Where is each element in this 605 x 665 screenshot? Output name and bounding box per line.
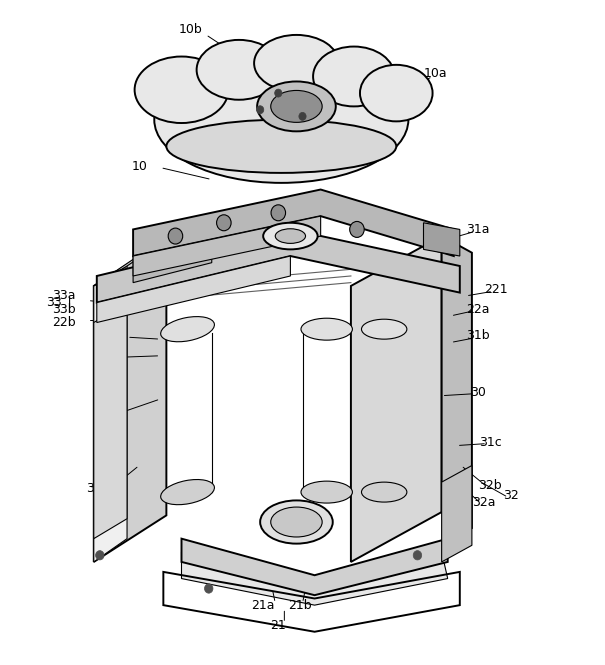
Ellipse shape [134,57,229,123]
Circle shape [168,228,183,244]
Polygon shape [351,236,442,562]
Ellipse shape [275,229,306,243]
Text: 22a: 22a [466,303,489,316]
Polygon shape [94,266,127,562]
Text: 21b: 21b [287,598,312,612]
Text: 21: 21 [270,618,286,632]
Circle shape [271,205,286,221]
Text: 22: 22 [110,329,126,342]
Text: 31a: 31a [466,223,489,236]
Text: 32a: 32a [473,495,495,509]
Polygon shape [97,256,290,323]
Circle shape [275,89,282,97]
Text: 22b: 22b [51,316,76,329]
Text: 30: 30 [470,386,486,399]
Ellipse shape [271,90,322,122]
Circle shape [299,112,306,120]
Ellipse shape [257,82,336,132]
Ellipse shape [161,479,214,505]
Text: 23: 23 [98,349,114,362]
Ellipse shape [197,40,281,100]
Ellipse shape [154,57,408,183]
Polygon shape [442,236,472,529]
Polygon shape [94,239,166,562]
Text: 32: 32 [503,489,519,502]
Ellipse shape [254,35,339,92]
Circle shape [96,551,104,560]
Ellipse shape [166,120,396,173]
Ellipse shape [161,317,214,342]
Circle shape [350,221,364,237]
Ellipse shape [313,47,394,106]
Polygon shape [133,190,454,256]
Text: 31b: 31b [466,329,490,342]
Ellipse shape [301,319,352,340]
Circle shape [217,215,231,231]
Text: 32b: 32b [478,479,502,492]
Circle shape [204,584,213,593]
Ellipse shape [271,507,322,537]
Polygon shape [133,216,321,276]
Ellipse shape [301,481,352,503]
Text: 31c: 31c [479,436,502,449]
Polygon shape [94,303,127,539]
Ellipse shape [362,319,407,339]
Ellipse shape [263,223,318,249]
Text: 20: 20 [92,406,108,419]
Text: 33a: 33a [52,289,75,303]
Polygon shape [424,223,460,256]
Polygon shape [97,229,460,303]
Text: 31: 31 [86,482,102,495]
Polygon shape [182,552,448,605]
Polygon shape [182,539,448,595]
Circle shape [413,551,422,560]
Text: 33b: 33b [51,303,76,316]
Text: 10: 10 [131,160,147,173]
Text: 10a: 10a [424,66,448,80]
Ellipse shape [362,482,407,502]
Polygon shape [133,236,212,283]
Text: 40: 40 [134,269,150,283]
Text: 21a: 21a [252,598,275,612]
Text: 34: 34 [140,249,156,263]
Polygon shape [94,239,166,286]
Text: 10b: 10b [178,23,203,37]
Text: 33: 33 [47,296,62,309]
Circle shape [257,106,264,114]
Text: 221: 221 [484,283,508,296]
Ellipse shape [260,501,333,544]
Ellipse shape [360,65,433,122]
Polygon shape [442,465,472,562]
